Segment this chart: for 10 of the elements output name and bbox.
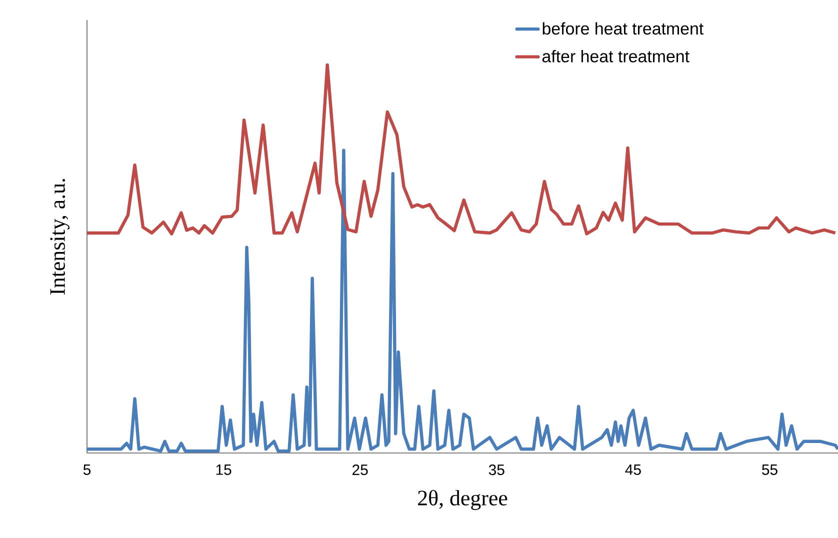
x-tick-label: 45 [625, 464, 641, 475]
y-axis-title: Intensity, a.u. [50, 178, 70, 295]
x-tick-label: 5 [83, 464, 91, 475]
x-tick-label: 15 [216, 464, 232, 475]
x-tick-label: 25 [352, 464, 368, 476]
legend-label: after heat treatment [542, 50, 690, 62]
legend-label: before heat treatment [542, 22, 704, 35]
x-axis-title: 2θ, degree [418, 490, 508, 510]
x-tick-label: 35 [488, 464, 504, 476]
x-tick-label: 55 [762, 464, 778, 475]
